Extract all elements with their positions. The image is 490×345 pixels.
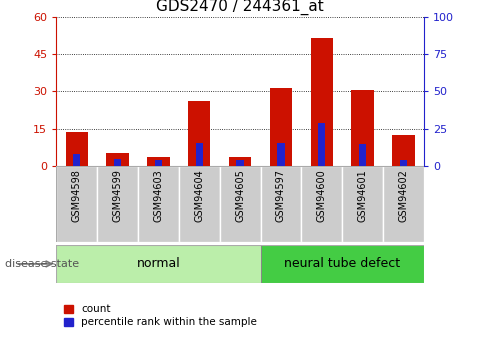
Bar	[400, 160, 407, 166]
Bar	[261, 166, 301, 242]
Text: GSM94597: GSM94597	[276, 169, 286, 223]
Title: GDS2470 / 244361_at: GDS2470 / 244361_at	[156, 0, 324, 14]
Bar	[229, 157, 251, 166]
Text: GSM94601: GSM94601	[358, 169, 368, 222]
Bar	[138, 166, 179, 242]
Bar	[220, 166, 261, 242]
Text: GSM94598: GSM94598	[72, 169, 82, 222]
Bar	[106, 153, 129, 166]
Bar	[261, 245, 424, 283]
Bar	[383, 166, 424, 242]
Bar	[66, 132, 88, 166]
Bar	[196, 144, 203, 166]
Bar	[56, 166, 97, 242]
Bar	[114, 159, 121, 166]
Text: GSM94605: GSM94605	[235, 169, 245, 222]
Text: GSM94603: GSM94603	[153, 169, 164, 222]
Bar	[311, 38, 333, 166]
Bar	[188, 101, 211, 166]
Text: GSM94599: GSM94599	[113, 169, 122, 222]
Text: GSM94602: GSM94602	[398, 169, 409, 222]
Bar	[270, 88, 292, 166]
Text: GSM94600: GSM94600	[317, 169, 327, 222]
Bar	[318, 122, 325, 166]
Text: disease state: disease state	[5, 259, 79, 269]
Bar	[277, 144, 285, 166]
Bar	[147, 157, 170, 166]
Bar	[301, 166, 342, 242]
Bar	[179, 166, 220, 242]
Bar	[155, 160, 162, 166]
Bar	[73, 154, 80, 166]
Bar	[342, 166, 383, 242]
Bar	[97, 166, 138, 242]
Text: neural tube defect: neural tube defect	[284, 257, 400, 270]
Bar	[56, 245, 261, 283]
Bar	[359, 144, 366, 166]
Bar	[351, 90, 374, 166]
Bar	[236, 160, 244, 166]
Text: normal: normal	[137, 257, 180, 270]
Text: GSM94604: GSM94604	[194, 169, 204, 222]
Legend: count, percentile rank within the sample: count, percentile rank within the sample	[62, 302, 259, 329]
Bar	[392, 135, 415, 166]
